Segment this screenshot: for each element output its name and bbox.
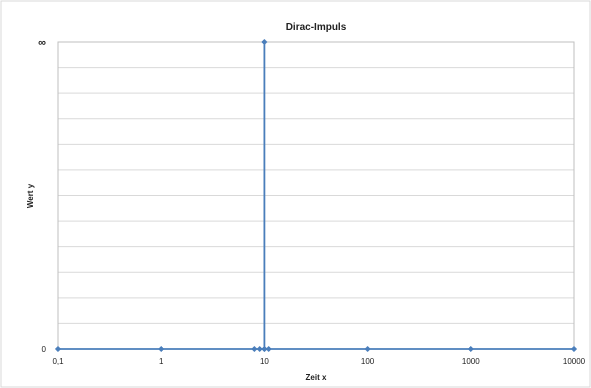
y-tick-label-infinity: ∞ (38, 37, 46, 49)
x-tick-label: 10000 (563, 357, 586, 366)
data-point-marker (158, 345, 165, 353)
data-point-marker (570, 345, 578, 353)
gridlines (58, 67, 574, 324)
data-point-marker (261, 345, 268, 353)
y-axis-title: Wert y (26, 183, 35, 208)
data-point-marker (261, 38, 268, 46)
y-axis-tick-labels: 0∞ (38, 37, 46, 354)
series-group (54, 38, 578, 353)
data-point-marker (364, 345, 371, 353)
data-point-marker (256, 345, 263, 353)
x-tick-label: 1000 (462, 357, 480, 366)
data-point-marker (265, 345, 272, 353)
x-tick-label: 1 (159, 357, 164, 366)
x-axis-title: Zeit x (306, 373, 327, 382)
data-point-marker (54, 345, 62, 353)
chart-title: Dirac-Impuls (286, 22, 347, 33)
y-tick-label-zero: 0 (42, 345, 47, 354)
x-axis-tick-labels: 0,1 1 10 100 1000 10000 (52, 357, 585, 366)
x-tick-label: 0,1 (52, 357, 64, 366)
data-point-marker (467, 345, 474, 353)
x-tick-label: 10 (260, 357, 269, 366)
x-tick-label: 100 (361, 357, 375, 366)
data-point-marker (251, 345, 258, 353)
series-line (58, 42, 574, 350)
